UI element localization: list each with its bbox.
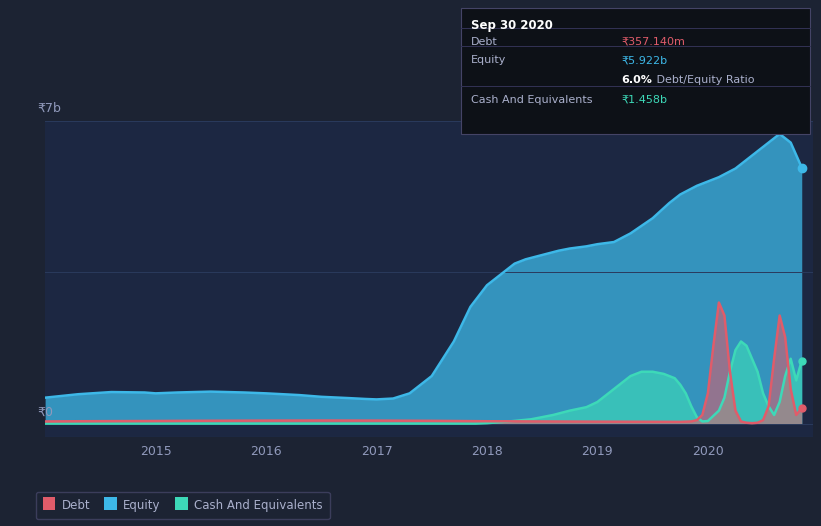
Legend: Debt, Equity, Cash And Equivalents: Debt, Equity, Cash And Equivalents xyxy=(35,492,329,519)
Text: Debt: Debt xyxy=(471,37,498,47)
Text: ₹7b: ₹7b xyxy=(38,102,62,115)
Text: ₹1.458b: ₹1.458b xyxy=(621,95,667,105)
Text: Cash And Equivalents: Cash And Equivalents xyxy=(471,95,593,105)
Text: ₹5.922b: ₹5.922b xyxy=(621,55,667,65)
Text: Equity: Equity xyxy=(471,55,507,65)
Text: 6.0%: 6.0% xyxy=(621,75,653,85)
Text: Sep 30 2020: Sep 30 2020 xyxy=(471,19,553,33)
Text: Debt/Equity Ratio: Debt/Equity Ratio xyxy=(653,75,754,85)
Text: ₹357.140m: ₹357.140m xyxy=(621,37,686,47)
Text: ₹0: ₹0 xyxy=(38,406,53,419)
